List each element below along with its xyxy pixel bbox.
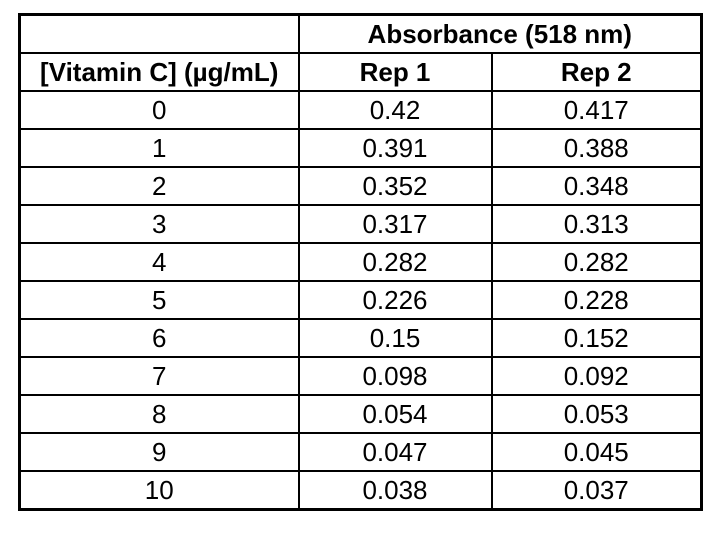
- rep2-cell: 0.045: [490, 432, 703, 472]
- rep1-cell: 0.054: [297, 394, 493, 434]
- concentration-cell: 5: [18, 280, 300, 320]
- rep2-cell: 0.037: [490, 470, 703, 511]
- rep1-cell: 0.226: [297, 280, 493, 320]
- rep2-cell: 0.152: [490, 318, 703, 358]
- rep1-cell: 0.047: [297, 432, 493, 472]
- empty-corner-cell: [18, 13, 300, 54]
- table-row: 5 0.226 0.228: [18, 280, 703, 320]
- rep1-cell: 0.42: [297, 90, 493, 130]
- table-row: 8 0.054 0.053: [18, 394, 703, 434]
- rep1-cell: 0.391: [297, 128, 493, 168]
- concentration-cell: 3: [18, 204, 300, 244]
- rep2-cell: 0.092: [490, 356, 703, 396]
- column-header-rep1: Rep 1: [297, 52, 493, 92]
- rep1-cell: 0.317: [297, 204, 493, 244]
- table-body: 0 0.42 0.417 1 0.391 0.388 2 0.352 0.348…: [18, 90, 703, 511]
- table-row: 0 0.42 0.417: [18, 90, 703, 130]
- table-row: 6 0.15 0.152: [18, 318, 703, 358]
- spanning-header-row: Absorbance (518 nm): [18, 13, 703, 54]
- column-header-rep2: Rep 2: [490, 52, 703, 92]
- column-header-row: [Vitamin C] (µg/mL) Rep 1 Rep 2: [18, 52, 703, 92]
- table-row: 4 0.282 0.282: [18, 242, 703, 282]
- concentration-cell: 2: [18, 166, 300, 206]
- rep2-cell: 0.053: [490, 394, 703, 434]
- rep1-cell: 0.282: [297, 242, 493, 282]
- concentration-cell: 9: [18, 432, 300, 472]
- rep2-cell: 0.282: [490, 242, 703, 282]
- table-row: 10 0.038 0.037: [18, 470, 703, 511]
- rep1-cell: 0.352: [297, 166, 493, 206]
- rep2-cell: 0.417: [490, 90, 703, 130]
- table-row: 9 0.047 0.045: [18, 432, 703, 472]
- table-row: 7 0.098 0.092: [18, 356, 703, 396]
- absorbance-spanning-header: Absorbance (518 nm): [297, 13, 703, 54]
- concentration-cell: 0: [18, 90, 300, 130]
- concentration-cell: 1: [18, 128, 300, 168]
- absorbance-table: Absorbance (518 nm) [Vitamin C] (µg/mL) …: [18, 13, 703, 511]
- rep2-cell: 0.348: [490, 166, 703, 206]
- table-row: 3 0.317 0.313: [18, 204, 703, 244]
- table-row: 2 0.352 0.348: [18, 166, 703, 206]
- column-header-vitamin-c: [Vitamin C] (µg/mL): [18, 52, 300, 92]
- concentration-cell: 4: [18, 242, 300, 282]
- rep1-cell: 0.098: [297, 356, 493, 396]
- rep2-cell: 0.388: [490, 128, 703, 168]
- concentration-cell: 8: [18, 394, 300, 434]
- concentration-cell: 10: [18, 470, 300, 511]
- concentration-cell: 6: [18, 318, 300, 358]
- table-row: 1 0.391 0.388: [18, 128, 703, 168]
- concentration-cell: 7: [18, 356, 300, 396]
- rep1-cell: 0.038: [297, 470, 493, 511]
- rep2-cell: 0.313: [490, 204, 703, 244]
- rep2-cell: 0.228: [490, 280, 703, 320]
- rep1-cell: 0.15: [297, 318, 493, 358]
